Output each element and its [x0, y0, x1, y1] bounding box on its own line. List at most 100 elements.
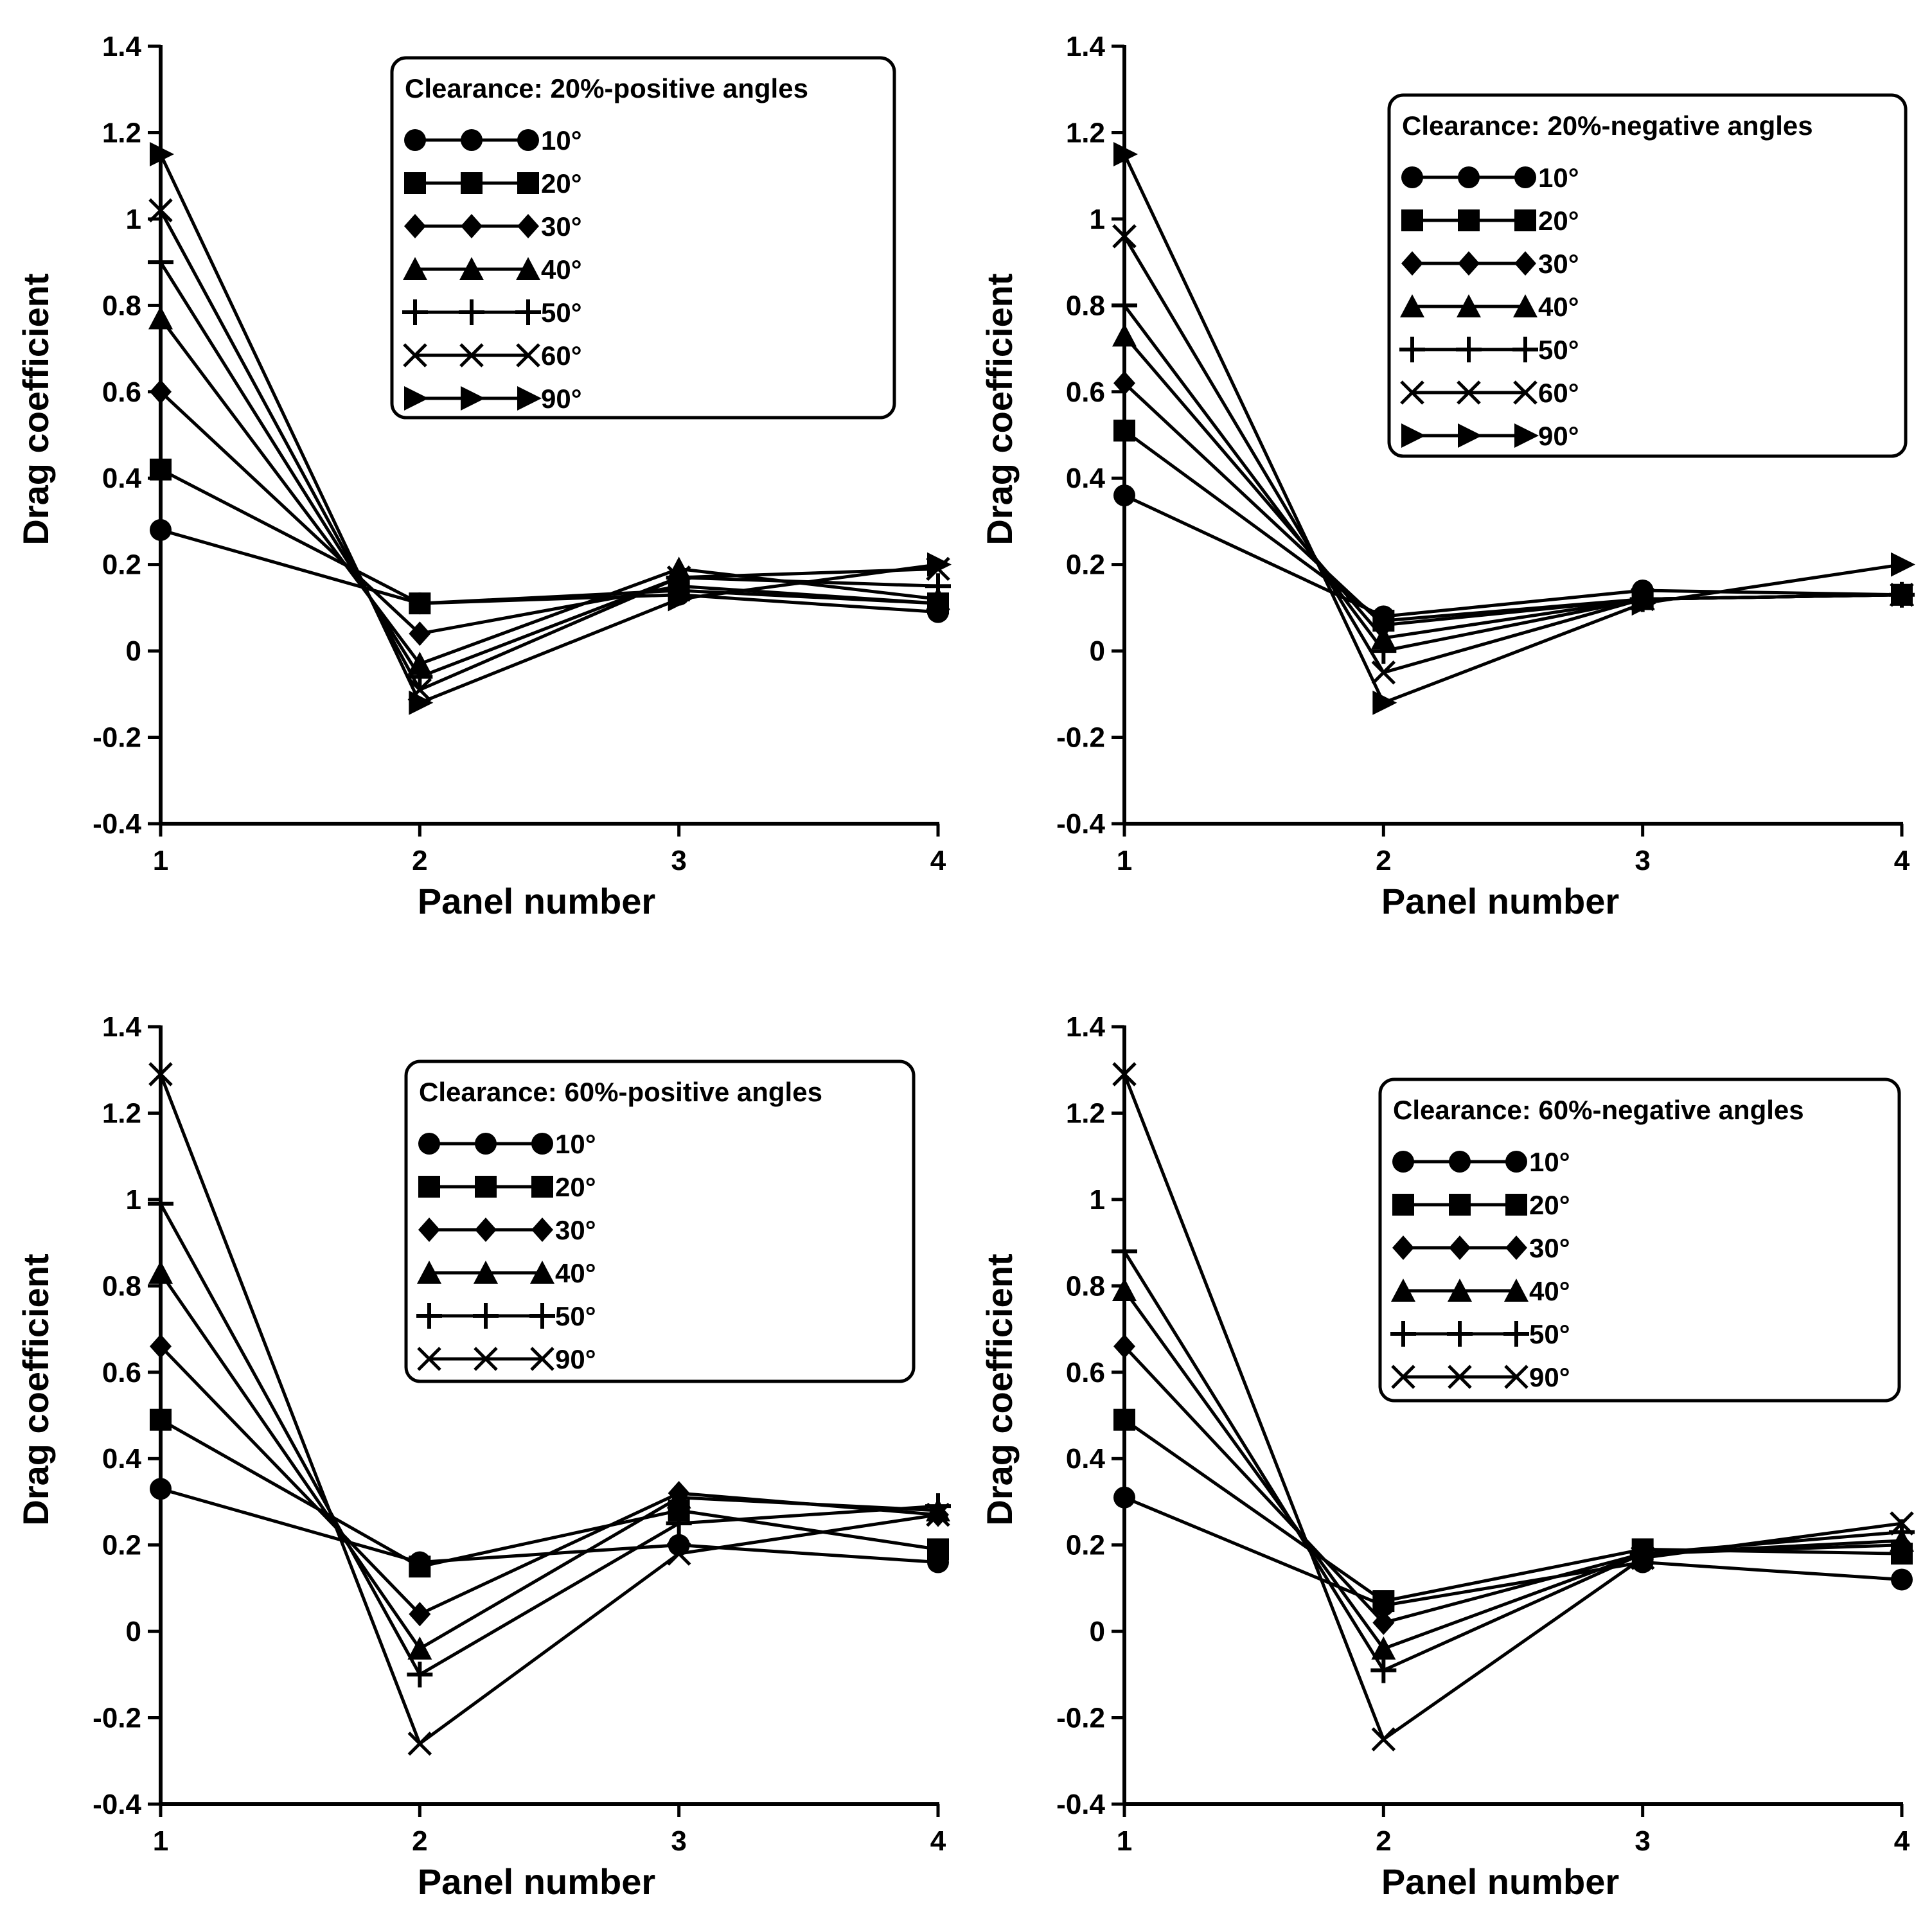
- y-tick-label: 0.6: [102, 1357, 141, 1388]
- legend-item: 20°: [404, 168, 582, 199]
- legend-marker: [531, 1176, 553, 1198]
- legend-marker: [404, 214, 426, 238]
- legend-label: 60°: [1538, 378, 1579, 408]
- legend-label: 10°: [541, 125, 582, 155]
- legend-title: Clearance: 60%-negative angles: [1393, 1095, 1804, 1125]
- series-line: [1122, 1289, 1902, 1651]
- legend-marker: [530, 1347, 554, 1371]
- legend-item: 50°: [416, 1301, 596, 1331]
- legend-marker: [404, 129, 426, 151]
- data-point: [409, 1602, 431, 1627]
- data-point: [927, 1538, 949, 1561]
- data-point: [1113, 1334, 1135, 1359]
- legend-marker: [461, 129, 483, 151]
- data-point: [148, 1191, 173, 1217]
- legend-label: 30°: [1538, 249, 1579, 279]
- legend-marker: [1399, 337, 1425, 362]
- legend-marker: [1504, 1279, 1529, 1302]
- legend-label: 90°: [1538, 421, 1579, 451]
- legend-label: 20°: [1538, 206, 1579, 236]
- y-tick-label: 1.4: [102, 1011, 142, 1043]
- data-point: [148, 198, 173, 223]
- data-point: [666, 1541, 691, 1566]
- data-point: [1631, 591, 1656, 616]
- series-line: [159, 209, 939, 692]
- legend-label: 10°: [1538, 163, 1579, 193]
- y-tick-label: 1.4: [1066, 31, 1106, 62]
- legend-marker: [530, 1261, 554, 1284]
- data-point: [927, 552, 952, 577]
- series-90deg: [1113, 142, 1915, 715]
- data-point: [1370, 638, 1397, 664]
- legend-label: 20°: [1529, 1190, 1570, 1220]
- y-axis-title: Drag coefficient: [15, 273, 56, 545]
- legend: Clearance: 20%-positive angles 10° 20° 30° 4…: [390, 56, 896, 420]
- data-point: [925, 573, 951, 599]
- legend-marker: [1505, 1151, 1527, 1173]
- x-tick-label: 1: [1117, 1825, 1132, 1857]
- y-tick-label: -0.2: [93, 722, 141, 754]
- y-tick-label: 0.4: [1066, 463, 1106, 494]
- legend-marker: [404, 386, 429, 411]
- data-point: [1629, 1541, 1656, 1567]
- legend-box: [1387, 93, 1908, 458]
- x-tick-label: 1: [1117, 845, 1132, 876]
- data-point: [668, 1534, 690, 1556]
- data-point: [150, 1478, 172, 1500]
- legend-label: 40°: [541, 254, 582, 285]
- legend-item: 40°: [1391, 1276, 1570, 1306]
- y-tick-label: 1.4: [102, 31, 142, 62]
- legend-marker: [418, 1133, 440, 1155]
- data-point: [1371, 1636, 1396, 1660]
- y-tick-label: -0.4: [1056, 808, 1105, 840]
- data-point: [668, 587, 693, 612]
- legend-item: 30°: [418, 1215, 596, 1245]
- chart-tl: -0.4 -0.2 0 0.2 0.4 0.6 0.8 1 1.2 1.4 1 2 3 4 Panel nu…: [15, 31, 952, 921]
- series-line: [1122, 1074, 1902, 1741]
- legend-marker: [461, 214, 483, 238]
- legend-item: 10°: [1392, 1147, 1570, 1177]
- legend-marker: [1457, 380, 1481, 405]
- data-point: [1112, 292, 1137, 319]
- data-point: [148, 306, 173, 330]
- legend-item: 40°: [417, 1258, 596, 1288]
- y-tick-label: -0.2: [1056, 1703, 1105, 1734]
- legend-label: 60°: [541, 341, 582, 371]
- series-line: [159, 1203, 939, 1676]
- series-line: [159, 1272, 939, 1651]
- data-point: [148, 249, 173, 276]
- legend-label: 40°: [1538, 292, 1579, 322]
- legend-item: 50°: [1390, 1319, 1570, 1349]
- legend-label: 50°: [1538, 335, 1579, 365]
- legend-marker: [1401, 209, 1423, 231]
- series-60deg: [1112, 224, 1914, 685]
- x-tick-label: 4: [930, 845, 946, 876]
- legend-item: 20°: [1392, 1190, 1570, 1220]
- y-tick-label: 0.2: [102, 549, 141, 581]
- legend: Clearance: 60%-positive angles 10° 20° 30° 4…: [404, 1059, 916, 1383]
- y-tick-label: 0.4: [102, 1443, 142, 1475]
- legend-marker: [1401, 251, 1423, 276]
- x-tick-label: 4: [930, 1825, 946, 1857]
- legend-marker: [1505, 1194, 1527, 1216]
- legend-label: 50°: [555, 1301, 596, 1331]
- legend-item: 40°: [1400, 292, 1579, 322]
- legend-marker: [403, 257, 427, 280]
- y-tick-label: 0: [1090, 1616, 1105, 1647]
- legend-item: 30°: [1401, 249, 1579, 279]
- data-point: [150, 458, 172, 481]
- y-axis-title: Drag coefficient: [979, 1254, 1020, 1525]
- legend-item: 50°: [1399, 335, 1579, 365]
- legend-marker: [459, 343, 484, 368]
- y-tick-label: 0.8: [102, 1270, 141, 1302]
- y-tick-label: 1.2: [102, 1097, 141, 1129]
- y-tick-label: 0.6: [1066, 1357, 1105, 1388]
- data-point: [1891, 1568, 1913, 1591]
- series-line: [1123, 1345, 1902, 1625]
- series-line: [1124, 1496, 1902, 1608]
- y-tick-label: 0.2: [1066, 1530, 1105, 1561]
- legend-marker: [1392, 1151, 1414, 1173]
- legend-marker: [402, 299, 428, 325]
- legend-marker: [403, 343, 427, 368]
